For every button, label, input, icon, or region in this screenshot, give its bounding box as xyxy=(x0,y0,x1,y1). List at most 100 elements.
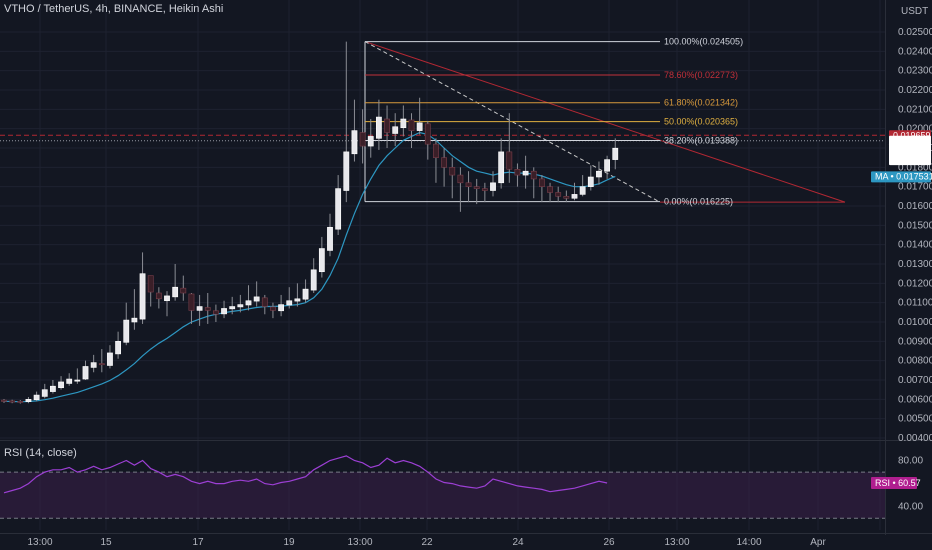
candle xyxy=(115,331,121,359)
candles xyxy=(1,41,619,404)
candle xyxy=(530,167,537,199)
moving-average xyxy=(3,131,616,403)
candle-body xyxy=(555,192,562,197)
candle xyxy=(424,120,431,160)
candle xyxy=(612,138,619,170)
candle-body xyxy=(465,182,472,187)
candle xyxy=(33,391,40,402)
candle xyxy=(335,175,342,235)
time-tick-label: 13:00 xyxy=(664,537,689,548)
candle xyxy=(392,113,399,147)
candle xyxy=(490,171,496,197)
time-tick-label: 24 xyxy=(512,537,524,548)
candle-body xyxy=(139,273,146,320)
time-axis: 13:00 15 17 19 13:00 22 24 26 13:00 14:00 Apr xyxy=(27,537,826,548)
candle-body xyxy=(261,297,268,307)
candle-body xyxy=(33,394,40,401)
candle xyxy=(213,304,219,322)
candle xyxy=(571,182,578,201)
time-tick-label: Apr xyxy=(810,537,826,548)
candle-body xyxy=(473,186,480,189)
candle xyxy=(441,148,447,187)
candle-body xyxy=(204,307,211,311)
price-tick-label: 0.004000 xyxy=(898,433,932,444)
candle-body xyxy=(25,399,32,402)
candle-body xyxy=(270,306,276,311)
candle-body xyxy=(424,123,431,145)
candle-body xyxy=(294,298,301,302)
candle xyxy=(596,161,602,185)
candle xyxy=(270,302,276,319)
candle-body xyxy=(318,248,325,273)
candle-body xyxy=(587,176,594,187)
candle xyxy=(147,275,154,307)
candle-body xyxy=(49,385,56,392)
candle-body xyxy=(66,378,73,384)
candle-body xyxy=(98,363,105,366)
candle xyxy=(58,376,64,390)
chart-grid xyxy=(0,0,932,535)
candle-body xyxy=(538,178,545,187)
candle xyxy=(155,287,162,309)
candle xyxy=(172,264,179,301)
candle-body xyxy=(302,288,309,300)
candle xyxy=(433,138,439,183)
candle xyxy=(74,368,81,384)
candle-body xyxy=(107,352,113,366)
candle-body xyxy=(367,136,374,147)
candle-body xyxy=(604,159,610,172)
time-tick-label: 14:00 xyxy=(736,537,761,548)
candle xyxy=(587,165,594,191)
candle-body xyxy=(74,379,81,382)
time-tick-label: 13:00 xyxy=(347,537,372,548)
candle xyxy=(563,190,570,203)
candle-body xyxy=(530,170,537,180)
candle-body xyxy=(278,304,284,312)
candle-body xyxy=(310,269,317,291)
candle xyxy=(302,279,309,303)
candle xyxy=(9,399,16,404)
candle xyxy=(408,113,415,148)
candle xyxy=(17,400,24,404)
red-line-tag-text: 0.019659 xyxy=(893,130,931,140)
candle xyxy=(90,354,97,373)
candle xyxy=(318,236,325,278)
fib-level-label: 61.80%(0.021342) xyxy=(664,98,738,108)
candle xyxy=(66,373,73,386)
rsi-band xyxy=(0,472,885,519)
candle-body xyxy=(221,308,227,315)
rsi-tick-label: 40.00 xyxy=(898,502,923,513)
candle xyxy=(25,397,32,404)
candle-body xyxy=(571,194,578,199)
time-tick-label: 22 xyxy=(421,537,433,548)
candle xyxy=(107,345,113,369)
candle xyxy=(481,182,488,203)
currency-label: USDT xyxy=(901,6,928,17)
candle xyxy=(327,213,333,257)
candle-body xyxy=(522,170,529,176)
candle xyxy=(555,186,562,203)
candle-body xyxy=(180,287,187,294)
candle-body xyxy=(375,116,382,139)
last-price-tag-text: 01:58:07 xyxy=(893,153,928,163)
candle xyxy=(522,155,529,189)
chart-title: VTHO / TetherUS, 4h, BINANCE, Heikin Ash… xyxy=(4,3,224,15)
candle-body xyxy=(1,399,7,402)
candle-body xyxy=(612,147,619,160)
candle xyxy=(359,109,366,164)
candle xyxy=(41,383,48,399)
candle xyxy=(98,349,105,373)
candle-body xyxy=(343,151,350,191)
candle-body xyxy=(514,168,521,176)
